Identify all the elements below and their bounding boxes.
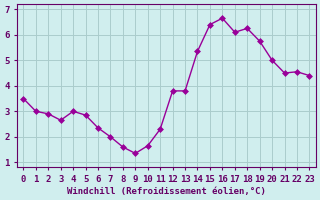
X-axis label: Windchill (Refroidissement éolien,°C): Windchill (Refroidissement éolien,°C) [67, 187, 266, 196]
